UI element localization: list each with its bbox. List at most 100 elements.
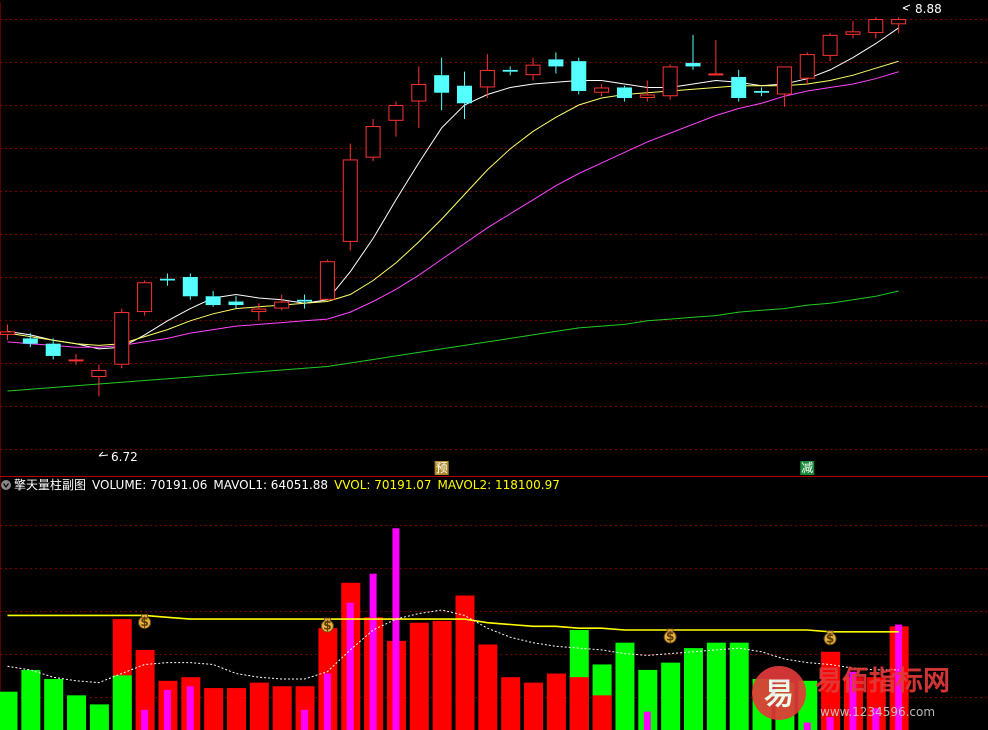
candle-body xyxy=(182,276,198,297)
candle-body xyxy=(228,301,244,306)
candle xyxy=(479,54,495,98)
arrow-icon xyxy=(902,4,911,11)
volume-bar xyxy=(21,669,41,730)
money-bag-glyph: $ xyxy=(323,619,331,633)
volume-bar-body xyxy=(455,595,475,730)
candle xyxy=(434,57,450,111)
volume-bar-body xyxy=(135,649,155,730)
money-bag-neck xyxy=(323,617,331,622)
arrow-icon xyxy=(98,451,109,457)
candle-body xyxy=(365,126,381,158)
chevron-down-icon xyxy=(3,483,9,489)
candle-body xyxy=(639,94,655,98)
candle xyxy=(45,338,61,360)
readout-value: MAVOL2: 118100.97 xyxy=(438,478,560,492)
money-bag-glyph: $ xyxy=(826,631,834,645)
volume-bar-body xyxy=(729,642,749,730)
candle xyxy=(274,294,290,311)
volume-bar-lower xyxy=(592,695,612,730)
volume-bar-body xyxy=(89,704,109,730)
candle-body xyxy=(137,282,153,313)
watermark-logo-icon xyxy=(752,666,806,720)
volume-bar xyxy=(821,651,841,730)
candle-body xyxy=(274,301,290,309)
candle-body xyxy=(708,73,724,76)
candle-body xyxy=(571,61,587,91)
volume-bar xyxy=(295,686,315,730)
candle-body xyxy=(479,69,495,88)
candle-body xyxy=(548,59,564,67)
candle-body xyxy=(159,278,175,281)
volume-bar-body xyxy=(615,642,635,730)
watermark: 易 易佰指标网 www.1234596.com xyxy=(752,666,950,720)
volume-bar-body xyxy=(866,677,886,730)
ma-line-3 xyxy=(7,71,899,348)
candle xyxy=(68,354,84,365)
volume-bar-body xyxy=(204,688,224,730)
marker-box xyxy=(434,461,449,475)
candle-body xyxy=(799,54,815,79)
volume-bar xyxy=(569,629,589,730)
indicator-readouts: VOLUME: 70191.06 MAVOL1: 64051.88 VVOL: 70… xyxy=(92,478,560,492)
vvol-bar xyxy=(392,528,400,730)
marker-label: 预 xyxy=(436,461,448,475)
candle xyxy=(91,364,107,397)
candle xyxy=(228,296,244,309)
volume-bar xyxy=(455,595,475,730)
volume-bar-body xyxy=(249,682,269,730)
volume-bar-body xyxy=(501,677,521,730)
candle xyxy=(548,52,564,74)
mavol-yellow-line xyxy=(7,614,899,633)
signal-marker: 减 xyxy=(800,461,815,475)
money-bag-icon: $ xyxy=(823,630,837,646)
sub-chart-header: 擎天量柱副图 VOLUME: 70191.06 MAVOL1: 64051.88 V… xyxy=(1,477,560,492)
candle-body xyxy=(205,296,221,306)
money-bag-neck xyxy=(826,630,834,635)
volume-bar xyxy=(227,688,246,730)
volume-bars xyxy=(0,528,909,730)
candle xyxy=(159,273,175,286)
volume-bar xyxy=(249,682,269,730)
volume-bar xyxy=(112,619,132,730)
readout-value: VVOL: 70191.07 xyxy=(334,478,431,492)
volume-bar xyxy=(272,686,292,730)
candle xyxy=(868,17,884,39)
candle xyxy=(365,119,381,162)
marker-box xyxy=(800,461,815,475)
candle-body xyxy=(411,83,427,102)
money-bag-icon: $ xyxy=(138,614,152,629)
candle-body xyxy=(22,338,38,344)
volume-bar-body xyxy=(661,662,681,730)
volume-bar-body xyxy=(227,688,246,730)
money-bag-neck xyxy=(666,628,674,633)
moving-average-lines xyxy=(7,27,899,392)
collapse-toggle-icon[interactable] xyxy=(1,480,11,490)
candle-body xyxy=(891,19,907,25)
volume-bar-lower xyxy=(569,677,589,730)
candle xyxy=(251,303,267,321)
volume-bar-body xyxy=(706,642,726,730)
candle xyxy=(182,273,198,300)
vvol-bar xyxy=(826,717,834,730)
candle-body xyxy=(297,299,313,302)
volume-bar xyxy=(729,642,749,730)
volume-bar xyxy=(546,673,566,730)
volume-bar xyxy=(866,677,886,730)
candle-body xyxy=(91,369,107,378)
candle-body xyxy=(45,343,61,356)
volume-bar xyxy=(135,649,155,730)
candle xyxy=(525,57,541,81)
vvol-bar xyxy=(186,686,194,730)
volume-bar-body xyxy=(638,669,658,730)
volume-bar xyxy=(638,669,658,730)
vvol-bar xyxy=(163,689,171,730)
candle-body xyxy=(525,64,541,76)
candle-body xyxy=(731,76,747,98)
candle xyxy=(616,85,632,102)
candle-body xyxy=(342,159,358,242)
candle xyxy=(845,20,861,39)
candle xyxy=(22,333,38,348)
candle-body xyxy=(822,34,838,56)
money-bag-icon: $ xyxy=(663,628,677,644)
candle xyxy=(594,83,610,97)
